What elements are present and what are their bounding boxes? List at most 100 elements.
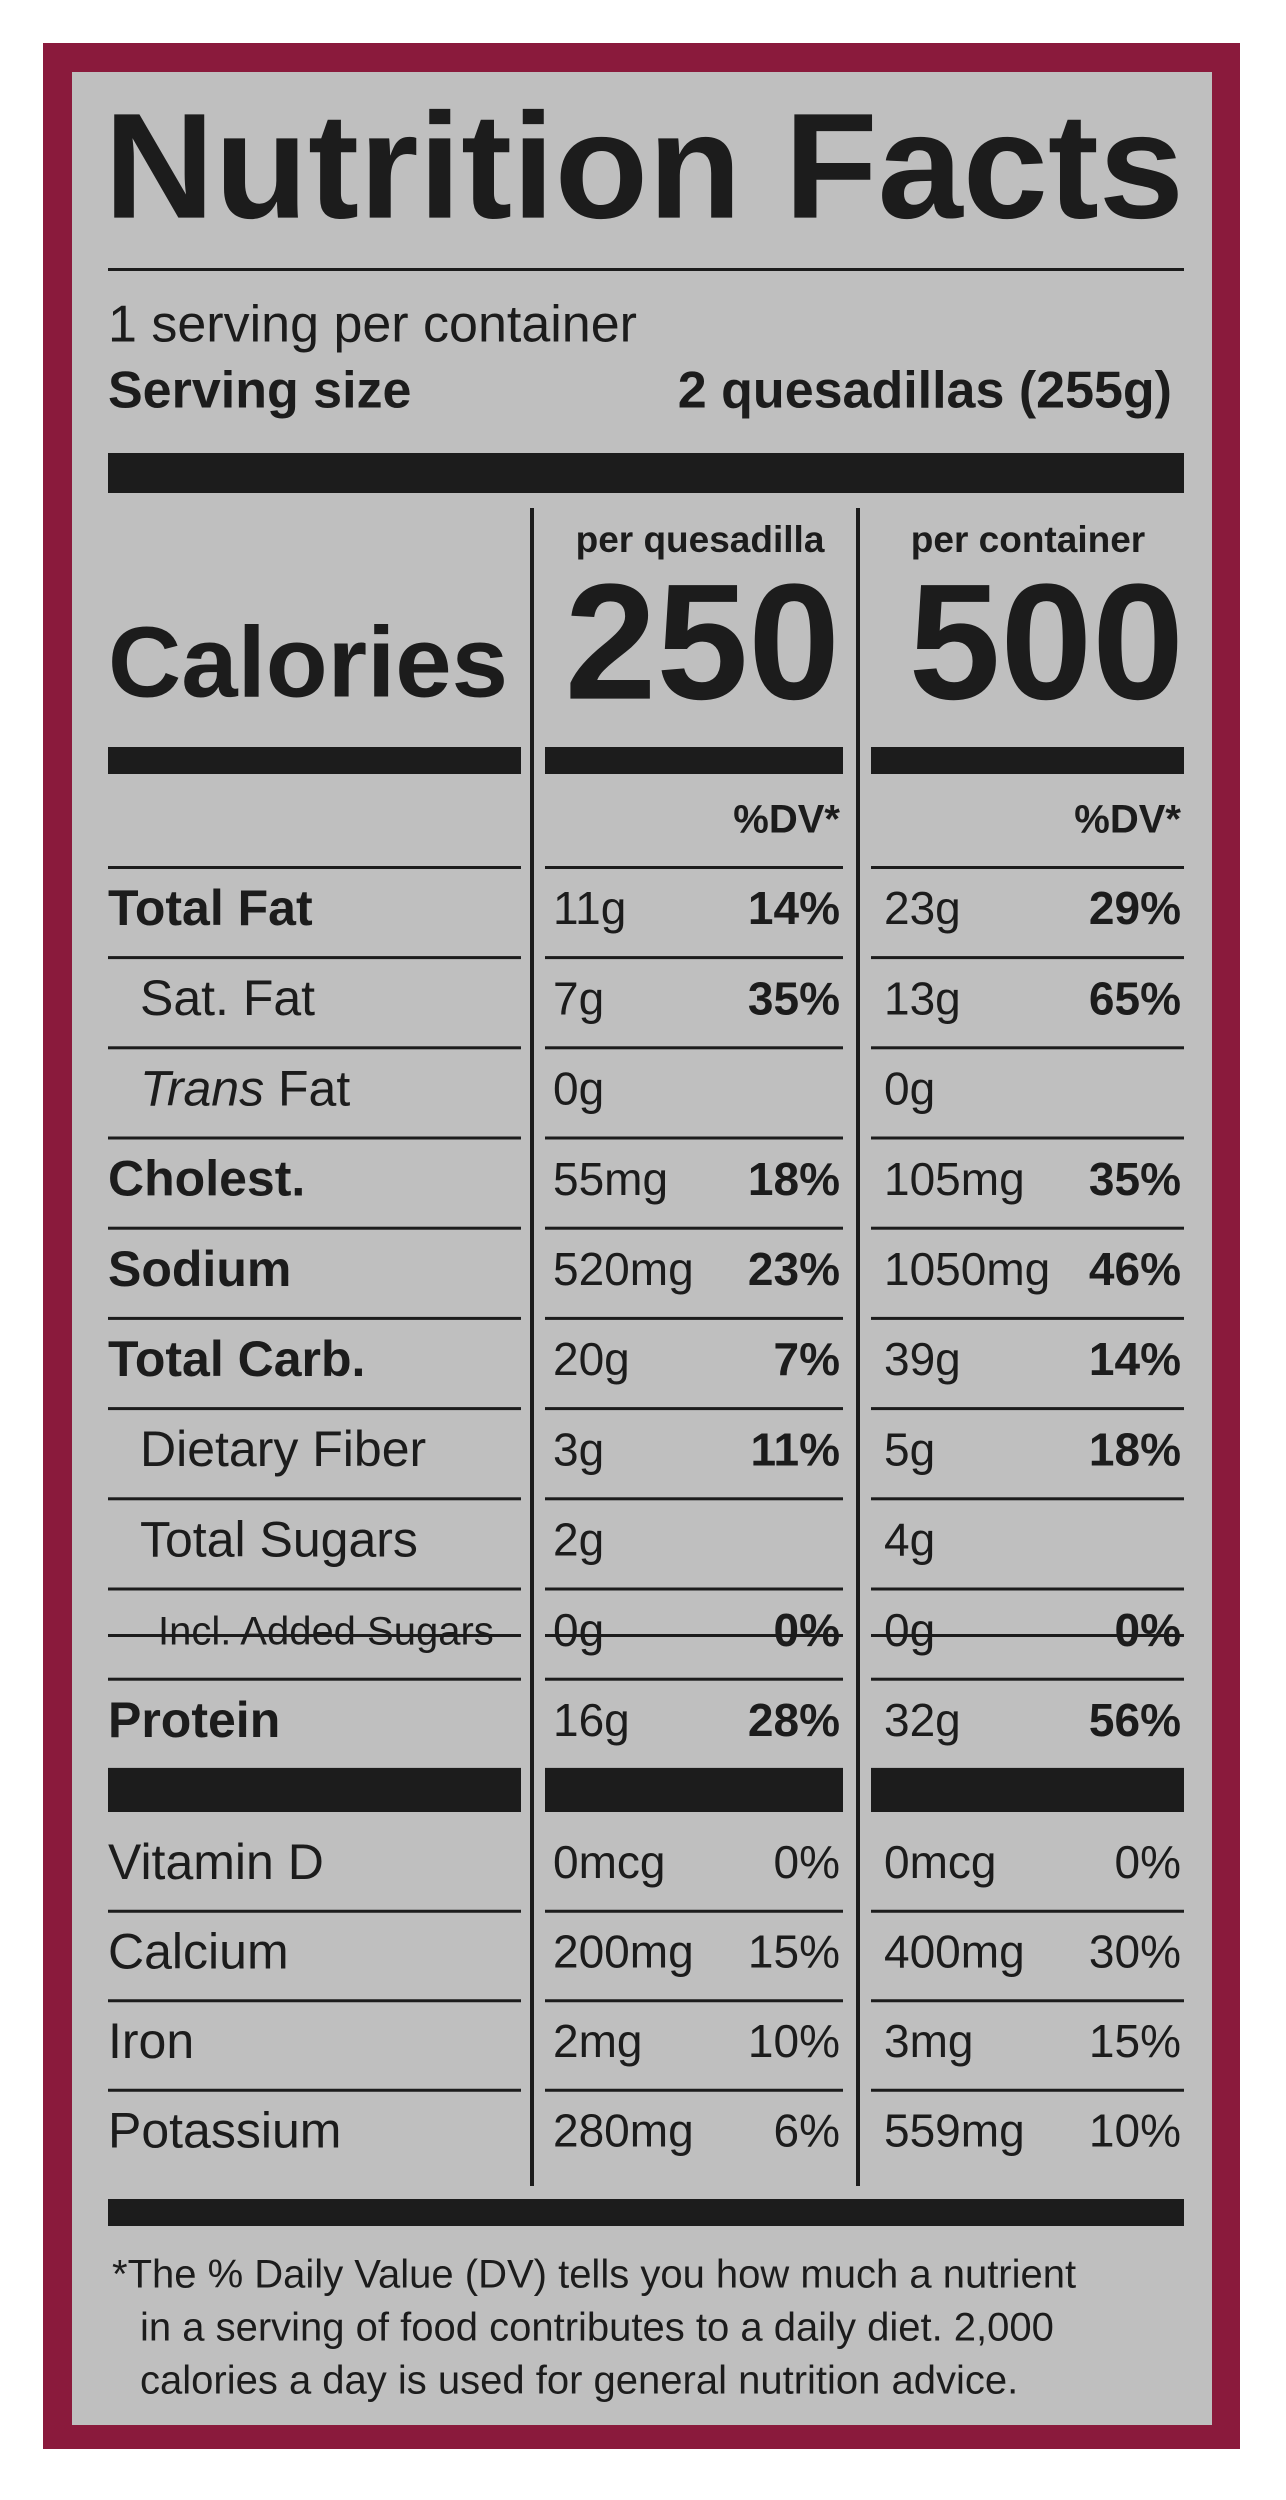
thick-rule	[108, 1768, 521, 1812]
amount: 520mg	[553, 1243, 694, 1295]
nutrient-name-text: Cholest.	[108, 1151, 305, 1207]
daily-value: 28%	[748, 1694, 840, 1746]
nutrient-name: Trans Fat	[140, 1061, 350, 1117]
nutrient-name: Potassium	[108, 2103, 341, 2159]
rule	[871, 866, 1184, 869]
rule	[871, 1046, 1184, 1050]
amount: 11g	[553, 882, 626, 934]
serving-size-label: Serving size	[108, 362, 411, 420]
daily-value: 0%	[1115, 1836, 1181, 1888]
amount: 200mg	[553, 1926, 694, 1978]
rule	[545, 1136, 843, 1140]
nutrient-name-text: Dietary Fiber	[140, 1421, 426, 1477]
rule	[108, 1497, 521, 1501]
amount: 280mg	[553, 2105, 694, 2157]
amount: 55mg	[553, 1153, 668, 1205]
rule	[871, 2088, 1184, 2092]
amount: 0g	[553, 1604, 604, 1656]
footnote: in a serving of food contributes to a da…	[140, 2306, 1054, 2350]
footnote: *The % Daily Value (DV) tells you how mu…	[112, 2253, 1076, 2297]
rule	[108, 1316, 521, 1320]
amount: 0mcg	[553, 1836, 665, 1888]
daily-value: 11%	[750, 1423, 840, 1475]
amount: 39g	[884, 1333, 961, 1385]
serving-size-value: 2 quesadillas (255g)	[678, 362, 1172, 420]
rule	[545, 1677, 843, 1681]
daily-value: 14%	[748, 882, 840, 934]
nutrient-name: Protein	[108, 1692, 280, 1748]
footnote: calories a day is used for general nutri…	[140, 2359, 1018, 2403]
nutrient-name: Total Fat	[108, 880, 313, 936]
rule	[545, 956, 843, 960]
amount: 23g	[884, 882, 961, 934]
rule	[108, 1999, 521, 2003]
rule	[545, 1226, 843, 1230]
amount: 20g	[553, 1333, 630, 1385]
amount: 3g	[553, 1423, 604, 1475]
rule	[108, 268, 1184, 271]
amount: 32g	[884, 1694, 961, 1746]
rule	[108, 1634, 521, 1637]
amount: 2mg	[553, 2015, 642, 2067]
daily-value: 35%	[1089, 1153, 1181, 1205]
servings: 1 serving per container	[108, 296, 637, 354]
rule	[871, 1909, 1184, 1913]
nutrient-name-text: Total Fat	[108, 880, 313, 936]
nutrient-name-text: Potassium	[108, 2103, 341, 2159]
daily-value: 18%	[748, 1153, 840, 1205]
thick-rule	[871, 1768, 1184, 1812]
calories-value: 250	[565, 550, 840, 734]
nutrient-name: Cholest.	[108, 1151, 305, 1207]
daily-value: 35%	[748, 972, 840, 1024]
rule	[545, 1407, 843, 1411]
daily-value: 0%	[1115, 1604, 1181, 1656]
rule	[871, 1136, 1184, 1140]
amount: 16g	[553, 1694, 630, 1746]
rule	[545, 1316, 843, 1320]
daily-value: 6%	[774, 2105, 840, 2157]
rule	[545, 1587, 843, 1591]
rule	[545, 866, 843, 869]
rule	[871, 1587, 1184, 1591]
rule	[108, 1587, 521, 1591]
rule	[108, 1677, 521, 1681]
thick-rule	[545, 1768, 843, 1812]
daily-value: 14%	[1089, 1333, 1181, 1385]
daily-value: 0%	[774, 1604, 840, 1656]
nutrient-name-text: Calcium	[108, 1924, 289, 1980]
thick-rule	[545, 747, 843, 774]
nutrient-name-text: Sat. Fat	[140, 970, 315, 1026]
daily-value: 10%	[748, 2015, 840, 2067]
nutrient-name-text: Incl. Added Sugars	[158, 1609, 494, 1653]
column-divider	[856, 508, 860, 2186]
daily-value: 29%	[1089, 882, 1181, 934]
calories-label: Calories	[108, 606, 508, 718]
nutrient-name-text: Total Sugars	[140, 1512, 418, 1568]
daily-value: 7%	[774, 1333, 840, 1385]
rule	[871, 1316, 1184, 1320]
daily-value: 15%	[748, 1926, 840, 1978]
nutrient-name: Calcium	[108, 1924, 289, 1980]
nutrient-name: Incl. Added Sugars	[158, 1609, 494, 1653]
amount: 2g	[553, 1514, 604, 1566]
amount: 7g	[553, 972, 604, 1024]
nutrient-name: Sodium	[108, 1241, 291, 1297]
rule	[108, 866, 521, 869]
amount: 105mg	[884, 1153, 1025, 1205]
daily-value: 23%	[748, 1243, 840, 1295]
rule	[871, 1226, 1184, 1230]
amount: 5g	[884, 1423, 935, 1475]
rule	[545, 2088, 843, 2092]
daily-value: 15%	[1089, 2015, 1181, 2067]
rule	[545, 1999, 843, 2003]
amount: 4g	[884, 1514, 935, 1566]
rule	[545, 1634, 843, 1637]
rule	[108, 956, 521, 960]
daily-value: 46%	[1089, 1243, 1181, 1295]
amount: 3mg	[884, 2015, 973, 2067]
amount: 0g	[884, 1063, 935, 1115]
daily-value: 0%	[774, 1836, 840, 1888]
dv-heading: %DV*	[733, 798, 840, 842]
rule	[871, 1407, 1184, 1411]
